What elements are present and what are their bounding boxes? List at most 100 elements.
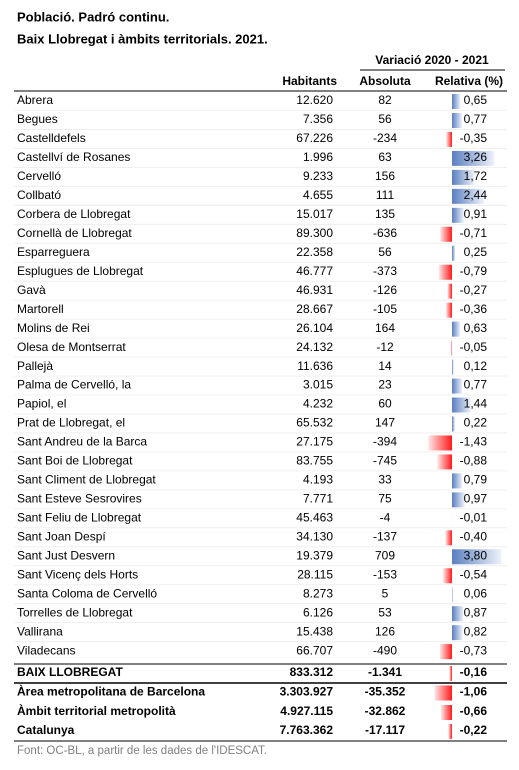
- cell: 1.996: [303, 150, 333, 164]
- row-label: Vallirana: [17, 624, 63, 638]
- cell: -126: [373, 283, 397, 297]
- row-label: Sant Just Desvern: [17, 548, 115, 562]
- data-bar: [452, 207, 464, 223]
- cell: 833.312: [290, 665, 334, 679]
- data-bar: [438, 264, 452, 280]
- cell: 11.636: [297, 359, 333, 373]
- cell: 33: [378, 473, 392, 487]
- data-bar: [446, 302, 452, 318]
- cell: 63: [378, 150, 392, 164]
- row-label: Sant Climent de Llobregat: [17, 473, 156, 487]
- column-header: Absoluta: [359, 74, 411, 88]
- cell: -17.117: [365, 723, 405, 737]
- cell: -1,43: [460, 435, 488, 449]
- cell: -0,40: [460, 529, 488, 543]
- data-bar: [452, 606, 464, 622]
- cell: 67.226: [296, 131, 333, 145]
- cell: -234: [373, 131, 397, 145]
- cell: 2,44: [464, 188, 488, 202]
- row-label: Torrelles de Llobregat: [17, 605, 133, 619]
- data-bar: [452, 245, 456, 261]
- row-label: Olesa de Montserrat: [17, 340, 126, 354]
- cell: 0,97: [464, 492, 488, 506]
- data-bar: [452, 625, 463, 641]
- row-label: Castelldefels: [17, 131, 86, 145]
- cell: 12.620: [296, 93, 333, 107]
- data-bar: [452, 397, 471, 413]
- cell: 28.115: [297, 567, 333, 581]
- data-bar: [452, 492, 465, 508]
- row-label: BAIX LLOBREGAT: [17, 665, 123, 679]
- row-label: Sant Boi de Llobregat: [17, 454, 133, 468]
- cell: 0,77: [464, 378, 488, 392]
- row-label: Esplugues de Llobregat: [17, 264, 144, 278]
- cell: 147: [375, 416, 395, 430]
- cell: 19.379: [296, 548, 333, 562]
- cell: 82: [378, 93, 392, 107]
- cell: 23: [378, 378, 392, 392]
- cell: 3.015: [303, 378, 333, 392]
- cell: -12: [376, 340, 394, 354]
- row-label: Begues: [17, 112, 58, 126]
- title-line: Població. Padró continu.: [17, 9, 169, 24]
- row-label: Catalunya: [17, 723, 75, 737]
- row-label: Pallejà: [17, 359, 53, 373]
- cell: 46.777: [296, 264, 333, 278]
- row-label: Molins de Rei: [17, 321, 90, 335]
- data-bar: [452, 378, 463, 394]
- title-line: Baix Llobregat i àmbits territorials. 20…: [17, 31, 268, 46]
- row-label: Castellví de Rosanes: [17, 150, 130, 164]
- cell: -1,06: [460, 685, 488, 699]
- cell: 135: [375, 207, 395, 221]
- cell: -0,05: [460, 340, 488, 354]
- cell: 3,26: [464, 150, 488, 164]
- data-bar: [439, 644, 452, 660]
- cell: 0,63: [464, 321, 488, 335]
- cell: 6.126: [303, 605, 333, 619]
- cell: 7.356: [303, 112, 333, 126]
- row-label: Sant Andreu de la Barca: [17, 435, 147, 449]
- cell: -4: [380, 511, 391, 525]
- cell: 5: [382, 586, 389, 600]
- cell: -1.341: [368, 665, 402, 679]
- data-bar: [447, 283, 452, 299]
- cell: 164: [375, 321, 395, 335]
- row-label: Gavà: [17, 283, 46, 297]
- group-header: Variació 2020 - 2021: [375, 53, 489, 67]
- cell: -0,16: [460, 665, 488, 679]
- cell: 1,44: [464, 397, 488, 411]
- cell: 53: [378, 605, 392, 619]
- data-bar: [448, 724, 452, 739]
- row-label: Sant Esteve Sesrovires: [17, 492, 142, 506]
- cell: 0,65: [464, 93, 488, 107]
- cell: 0,25: [464, 245, 488, 259]
- cell: -0,71: [460, 226, 488, 240]
- cell: 45.463: [296, 511, 333, 525]
- cell: 0,87: [464, 605, 488, 619]
- cell: 15.438: [296, 624, 333, 638]
- data-bar: [437, 454, 452, 470]
- data-bar: [452, 473, 463, 489]
- data-bar: [441, 705, 452, 720]
- row-label: Sant Feliu de Llobregat: [17, 511, 142, 525]
- cell: 83.755: [296, 454, 333, 468]
- cell: 7.771: [303, 492, 333, 506]
- cell: 89.300: [296, 226, 333, 240]
- row-label: Àmbit territorial metropolità: [17, 703, 176, 718]
- cell: 7.763.362: [280, 723, 334, 737]
- cell: -0,27: [460, 283, 488, 297]
- row-label: Cervelló: [17, 169, 61, 183]
- data-bar: [428, 435, 452, 451]
- cell: -0,22: [460, 723, 488, 737]
- cell: 66.707: [296, 643, 333, 657]
- cell: 0,22: [464, 416, 488, 430]
- row-label: Sant Joan Despí: [17, 529, 106, 543]
- data-bar: [446, 131, 452, 147]
- cell: 1,72: [464, 169, 488, 183]
- cell: 4.193: [303, 473, 333, 487]
- data-bar: [440, 226, 452, 242]
- cell: 75: [378, 492, 392, 506]
- cell: -0,01: [460, 511, 488, 525]
